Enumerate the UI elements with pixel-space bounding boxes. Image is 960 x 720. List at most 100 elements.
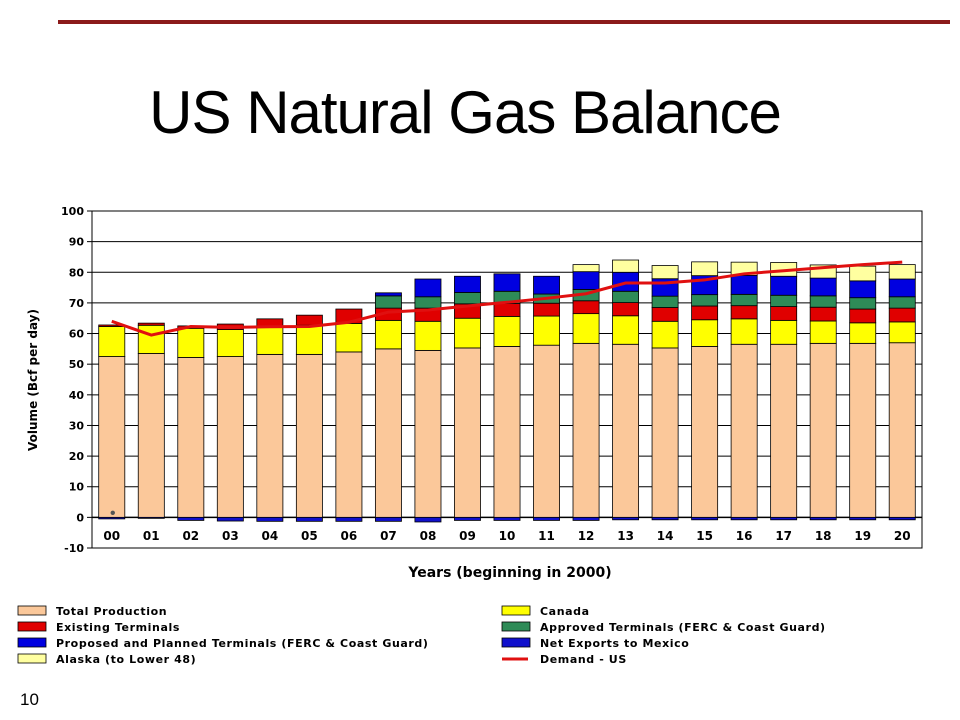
- x-tick-label: 20: [894, 529, 911, 543]
- bar-segment: [295, 314, 323, 326]
- bar-segment: [809, 306, 837, 322]
- legend-label: Demand - US: [540, 653, 627, 666]
- bar-segment: [533, 275, 560, 295]
- bar-segment: [612, 290, 640, 304]
- x-tick-label: 03: [222, 529, 239, 543]
- bar-segment: [691, 319, 719, 347]
- legend-label: Proposed and Planned Terminals (FERC & C…: [56, 637, 429, 650]
- bar-segment: [414, 278, 442, 298]
- bar-segment: [454, 347, 481, 518]
- bar-segment: [454, 292, 481, 305]
- bar-segment: [691, 294, 719, 307]
- bar-segment: [651, 265, 679, 280]
- legend: Total Production Canada Existing Terminals…: [17, 605, 825, 666]
- bar-segment: [335, 516, 363, 522]
- bar-segment: [651, 295, 679, 308]
- bar-segment: [454, 275, 481, 293]
- y-tick-label: 70: [69, 297, 85, 310]
- bar-segment: [730, 318, 758, 345]
- y-tick-label: 10: [69, 481, 85, 494]
- x-tick-label: 14: [657, 529, 674, 543]
- bar-segment: [295, 324, 323, 355]
- legend-swatch: [17, 605, 47, 616]
- x-tick-label: 19: [854, 529, 871, 543]
- bar-segment: [612, 302, 640, 317]
- marker-dot: [110, 510, 115, 515]
- bar-segment: [888, 296, 916, 309]
- x-tick-label: 10: [499, 529, 516, 543]
- bar-segment: [137, 516, 165, 519]
- bar-segment: [98, 356, 126, 518]
- y-tick-label: 60: [69, 328, 85, 341]
- bar-segment: [612, 343, 640, 518]
- x-tick-label: 07: [380, 529, 397, 543]
- bar-segment: [770, 343, 798, 518]
- y-tick-label: -10: [64, 542, 84, 555]
- x-tick-label: 16: [736, 529, 753, 543]
- bar-segment: [770, 275, 798, 296]
- bar-segment: [849, 297, 877, 310]
- bar-segment: [137, 322, 165, 326]
- bar-segment: [493, 516, 521, 521]
- bar-segment: [612, 315, 640, 345]
- bar-segment: [414, 320, 442, 351]
- y-tick-label: 30: [69, 419, 85, 432]
- bar-segment: [335, 323, 363, 353]
- bar-segment: [770, 516, 798, 521]
- demand-line: [111, 260, 903, 337]
- legend-swatch: [17, 637, 47, 648]
- bar-segment: [849, 308, 877, 324]
- bar-segment: [730, 274, 758, 295]
- bar-segment: [849, 265, 877, 282]
- bar-segment: [256, 353, 284, 518]
- bar-segment: [572, 516, 600, 521]
- bar-segment: [691, 516, 719, 521]
- y-axis-title: Volume (Bcf per day): [26, 309, 40, 451]
- x-tick-label: 11: [538, 529, 555, 543]
- bar-segment: [888, 342, 916, 518]
- bar-segment: [730, 293, 758, 307]
- x-tick-label: 02: [182, 529, 199, 543]
- bar-segment: [374, 295, 402, 309]
- y-tick-label: 80: [69, 266, 85, 279]
- bar-segment: [651, 516, 679, 521]
- bar-segment: [612, 259, 640, 273]
- bar-segment: [533, 344, 560, 518]
- x-axis-title: Years (beginning in 2000): [407, 565, 611, 581]
- x-tick-label: 13: [617, 529, 634, 543]
- bar-segment: [98, 516, 126, 520]
- bar-segment: [888, 321, 916, 344]
- bar-segment: [849, 280, 877, 299]
- bar-segment: [493, 273, 521, 292]
- bar-segment: [849, 322, 877, 344]
- bar-segment: [770, 294, 798, 307]
- bar-segment: [572, 313, 600, 344]
- x-tick-label: 12: [578, 529, 595, 543]
- bar-segment: [572, 300, 600, 315]
- bar-segment: [374, 292, 402, 297]
- accent-line: [58, 20, 950, 24]
- bar-segment: [612, 516, 640, 521]
- bar-segment: [533, 516, 560, 521]
- y-tick-label: 0: [76, 511, 84, 524]
- bar-segment: [888, 307, 916, 323]
- bar-segment: [216, 516, 244, 522]
- y-tick-labels: -10 0 10 20 30 40 50 60 70 80 90 100: [61, 205, 84, 555]
- legend-swatch: [17, 621, 47, 632]
- bar-segment: [335, 351, 363, 518]
- bar-segment: [770, 306, 798, 321]
- bar-segment: [651, 347, 679, 518]
- bar-segment: [888, 278, 916, 298]
- bar-segment: [216, 356, 244, 518]
- bar-segment: [730, 343, 758, 518]
- bar-segment: [493, 315, 521, 347]
- legend-swatch: [501, 605, 531, 616]
- bar-segment: [651, 320, 679, 349]
- bar-segment: [651, 307, 679, 322]
- bar-segment: [888, 264, 916, 280]
- bar-layer: [98, 259, 916, 523]
- legend-label: Canada: [540, 605, 590, 618]
- legend-label: Net Exports to Mexico: [540, 637, 689, 650]
- x-tick-labels: 00 01 02 03 04 05 06 07 08 09 10 11 12 13 14 15 16 17 18 19…: [103, 529, 910, 543]
